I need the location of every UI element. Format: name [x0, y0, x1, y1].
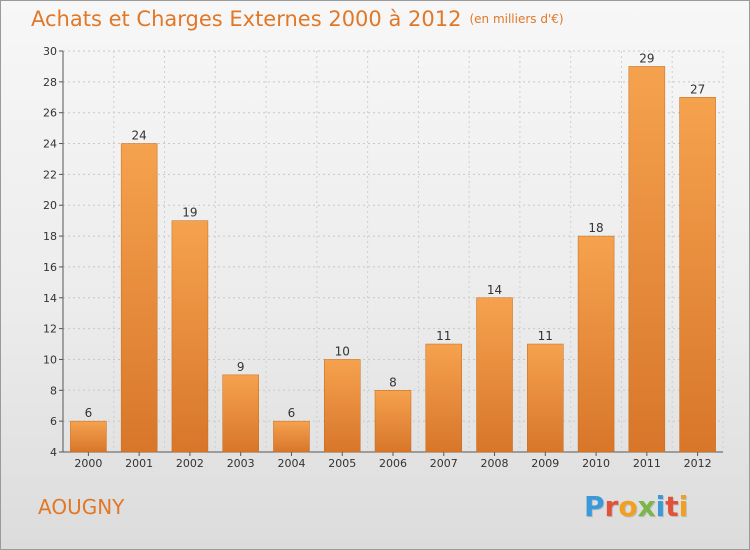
data-label: 8 — [389, 375, 397, 389]
y-tick-label: 18 — [43, 230, 57, 243]
bar — [323, 359, 361, 453]
y-tick-label: 12 — [43, 323, 57, 336]
x-tick-label: 2009 — [531, 457, 559, 470]
x-tick-label: 2004 — [277, 457, 305, 470]
data-label: 18 — [588, 221, 603, 235]
x-tick-label: 2010 — [582, 457, 610, 470]
data-label: 6 — [288, 406, 296, 420]
bar — [476, 297, 513, 453]
y-tick-label: 16 — [43, 261, 57, 274]
bar — [374, 390, 412, 453]
data-label: 14 — [487, 283, 502, 297]
logo-letter: i — [678, 490, 689, 523]
bar — [120, 143, 158, 453]
data-label: 10 — [335, 344, 350, 358]
y-tick-label: 6 — [50, 415, 57, 428]
logo-letter: t — [665, 490, 679, 523]
y-tick-label: 8 — [50, 384, 57, 397]
place-name: AOUGNY — [38, 495, 125, 519]
y-tick-label: 22 — [43, 168, 57, 181]
y-tick-label: 28 — [43, 76, 57, 89]
logo-letter: x — [637, 490, 656, 523]
x-tick-label: 2011 — [633, 457, 661, 470]
data-label: 9 — [237, 360, 245, 374]
bar — [527, 343, 564, 453]
x-tick-label: 2006 — [379, 457, 407, 470]
logo-letter: r — [604, 490, 619, 523]
x-tick-label: 2003 — [227, 457, 255, 470]
bar — [222, 374, 259, 453]
data-label: 11 — [436, 329, 451, 343]
data-label: 11 — [538, 329, 553, 343]
y-tick-label: 10 — [43, 353, 57, 366]
bar — [70, 420, 107, 453]
x-tick-label: 2008 — [481, 457, 509, 470]
data-label: 6 — [85, 406, 93, 420]
logo-letter: i — [655, 490, 666, 523]
labels: 4 6 8 10 12 14 16 18 20 22 24 26 28 30 6 2000 24 2001 19 20… — [43, 45, 712, 470]
data-label: 19 — [182, 206, 197, 220]
y-tick-label: 20 — [43, 199, 57, 212]
x-tick-label: 2001 — [125, 457, 153, 470]
x-tick-label: 2002 — [176, 457, 204, 470]
proxiti-logo[interactable]: Proxiti — [584, 490, 688, 523]
y-tick-label: 24 — [43, 138, 57, 151]
y-tick-label: 14 — [43, 292, 57, 305]
bar — [577, 235, 615, 453]
bars — [70, 66, 716, 453]
chart-title-unit: (en milliers d'€) — [469, 12, 564, 26]
logo-letter: P — [584, 490, 605, 523]
bar — [425, 343, 463, 453]
x-tick-label: 2012 — [684, 457, 712, 470]
y-tick-label: 26 — [43, 107, 57, 120]
x-tick-label: 2005 — [328, 457, 356, 470]
x-tick-label: 2000 — [74, 457, 102, 470]
logo-letter: o — [618, 490, 638, 523]
bar — [628, 66, 666, 453]
x-tick-label: 2007 — [430, 457, 458, 470]
chart-title: Achats et Charges Externes 2000 à 2012 (e… — [31, 7, 564, 31]
data-label: 24 — [132, 129, 147, 143]
bar — [273, 420, 310, 453]
data-label: 27 — [690, 82, 705, 96]
bar — [171, 220, 209, 453]
y-tick-label: 4 — [50, 446, 57, 459]
data-label: 29 — [639, 51, 654, 65]
bar — [679, 97, 716, 453]
y-tick-label: 30 — [43, 45, 57, 58]
chart-title-main: Achats et Charges Externes 2000 à 2012 — [31, 7, 462, 31]
